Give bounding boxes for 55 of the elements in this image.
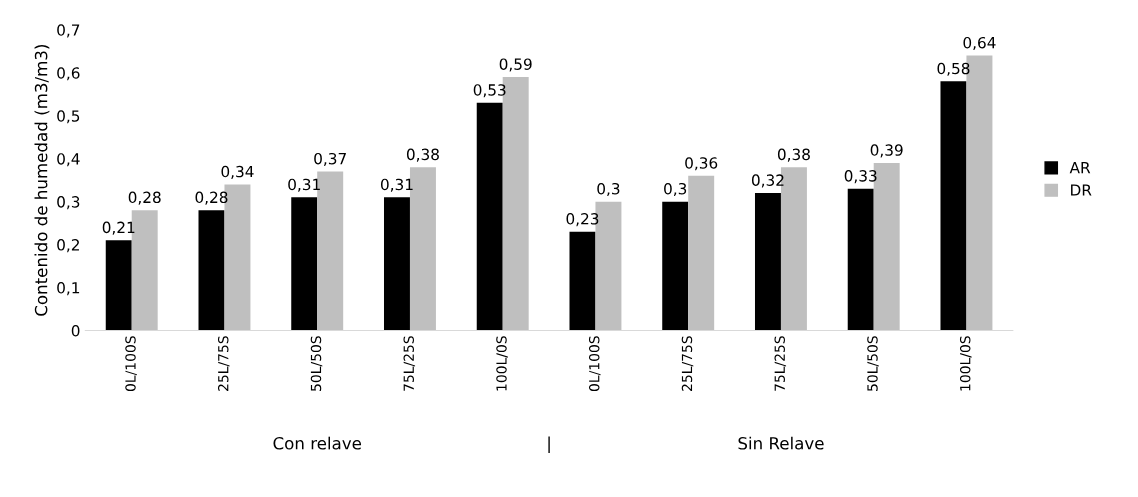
data-label: 0,34 <box>221 165 254 179</box>
data-label: 0,39 <box>870 144 903 158</box>
x-tick-label: 100L/0S <box>959 336 972 391</box>
data-label: 0,23 <box>566 213 599 227</box>
bar <box>754 193 781 331</box>
legend-label: DR <box>1071 184 1092 196</box>
y-tick-label: 0 <box>71 324 80 337</box>
x-tick-label: 75L/25S <box>403 336 416 391</box>
x-tick-label: 50L/50S <box>867 336 879 391</box>
data-label: 0,28 <box>128 191 161 205</box>
x-tick-label: 25L/75S <box>217 336 230 391</box>
data-label: 0,53 <box>473 84 506 98</box>
bar <box>847 188 874 331</box>
x-tick-label: 0L/100S <box>588 336 601 392</box>
data-label: 0,36 <box>685 157 718 171</box>
text: Con relave <box>273 436 362 450</box>
y-tick-label: 0,3 <box>57 196 80 210</box>
bar <box>384 197 410 331</box>
x-tick-label: 0L/100S <box>125 336 137 392</box>
bar <box>291 197 318 331</box>
data-label: 0,64 <box>963 36 996 51</box>
bar <box>940 81 967 331</box>
text: Sin Relave <box>738 436 824 450</box>
data-label: 0,28 <box>195 191 228 205</box>
y-axis-title: Contenido de humedad (m3/m3) <box>34 45 50 316</box>
data-label: 0,38 <box>406 148 439 162</box>
data-label: 0,59 <box>499 58 532 72</box>
data-label: 0,37 <box>314 152 346 166</box>
y-tick-label: 0,4 <box>57 153 80 167</box>
x-tick-label: 50L/50S <box>310 336 323 391</box>
y-tick-label: 0,1 <box>57 282 80 296</box>
data-label: 0,38 <box>777 148 810 162</box>
legend-label: AR <box>1069 162 1091 174</box>
data-label: 0,32 <box>751 174 784 188</box>
data-label: 0,31 <box>288 178 320 192</box>
bar <box>198 210 225 331</box>
x-tick-label: 25L/75S <box>681 336 694 391</box>
bar <box>105 240 132 331</box>
x-tick-label: 75L/25S <box>774 336 787 391</box>
data-label: 0,33 <box>844 170 877 184</box>
data-label: 0,3 <box>597 182 620 197</box>
x-tick-label: 100L/0S <box>496 336 508 391</box>
data-label: 0,31 <box>380 178 413 192</box>
data-label: 0,58 <box>937 62 970 76</box>
y-tick-label: 0,5 <box>57 110 80 124</box>
y-tick-label: 0,6 <box>57 67 80 81</box>
bar <box>662 201 689 331</box>
data-label: 0,3 <box>664 182 687 197</box>
y-tick-label: 0,2 <box>57 239 79 253</box>
data-label: 0,21 <box>102 221 135 235</box>
bar <box>569 231 596 331</box>
bar <box>476 102 503 331</box>
bar <box>688 175 715 331</box>
y-tick-label: 0,7 <box>57 24 80 38</box>
text: | <box>548 436 550 454</box>
